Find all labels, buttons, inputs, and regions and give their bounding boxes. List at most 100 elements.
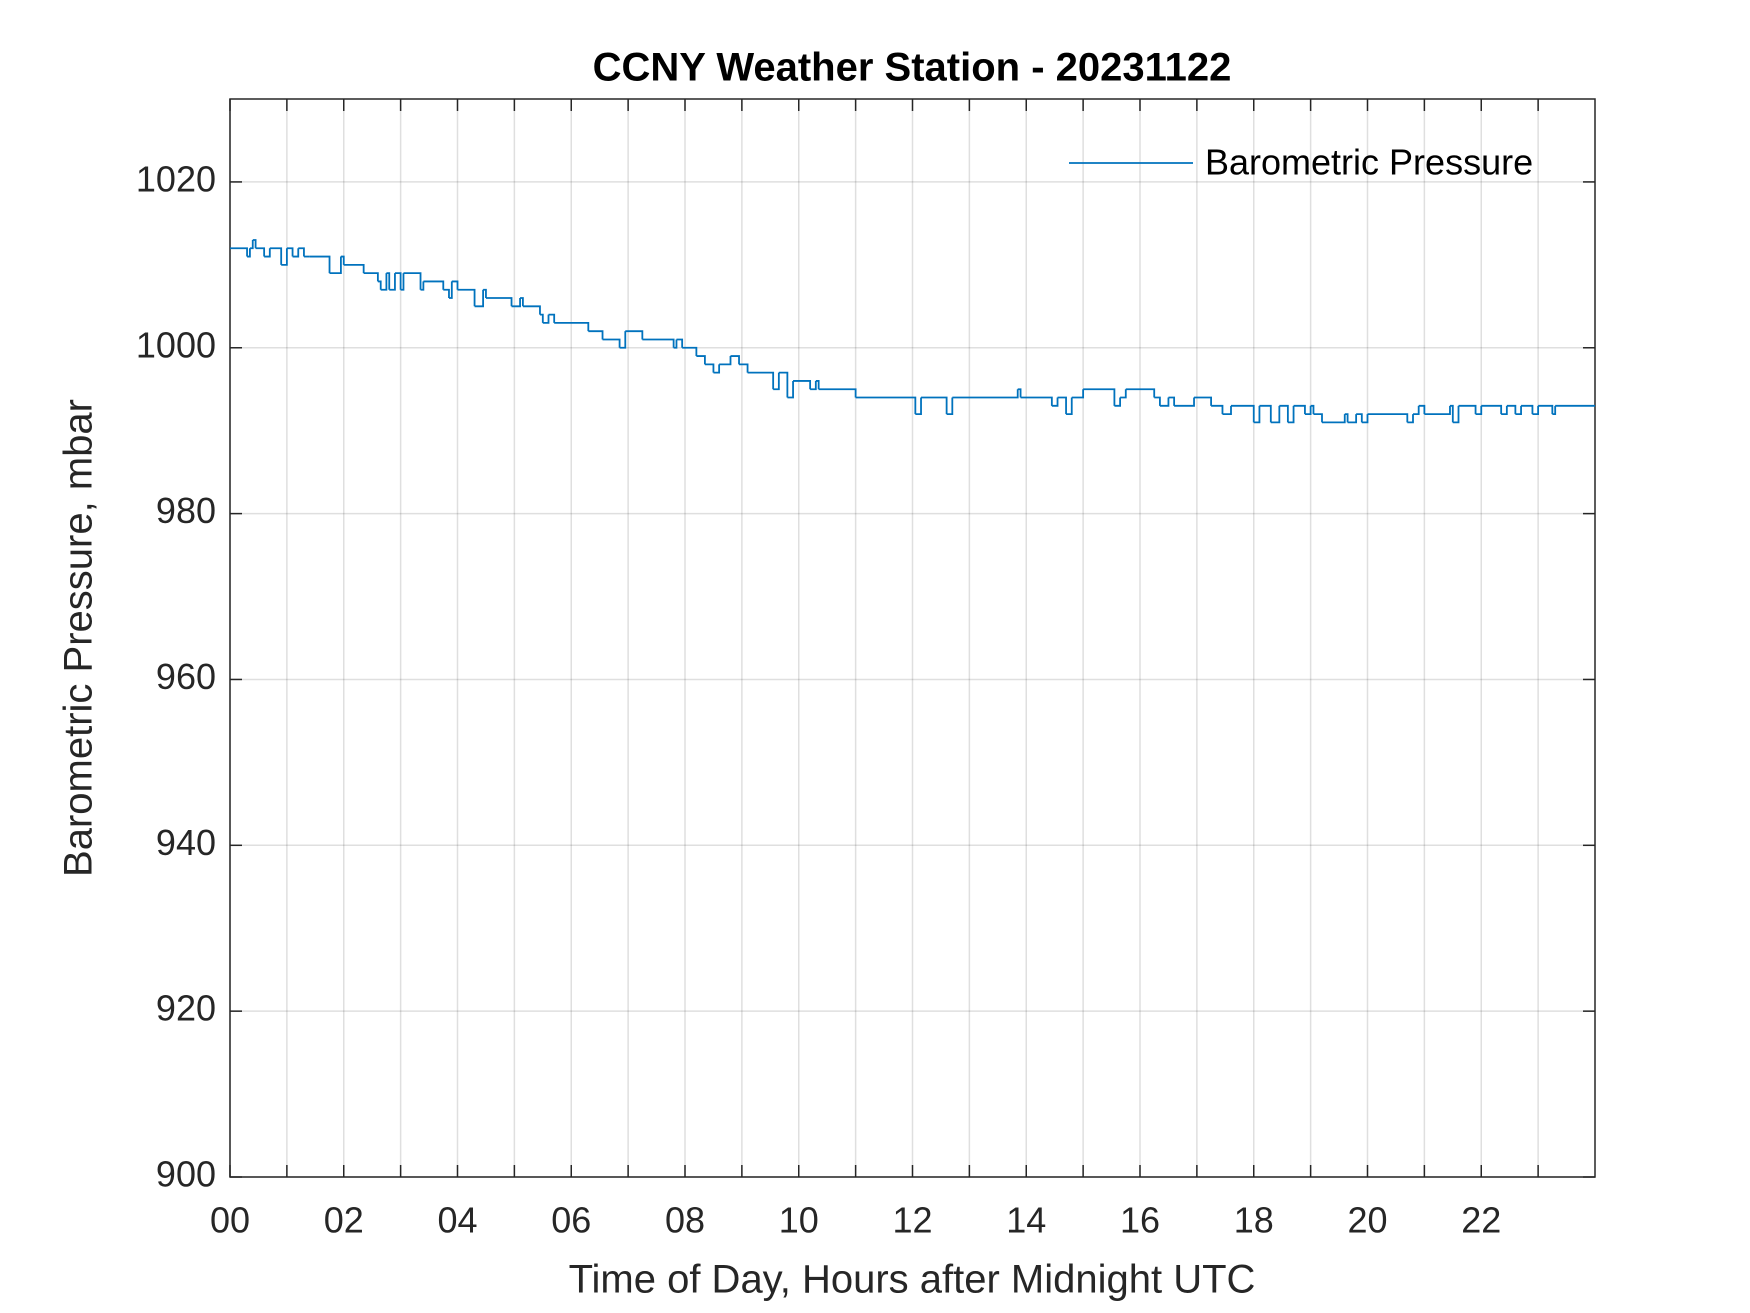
line-step xyxy=(1424,405,1451,416)
line-step xyxy=(713,364,721,374)
x-tick-label: 06 xyxy=(551,1200,591,1241)
line-step xyxy=(249,239,254,250)
line-step xyxy=(1159,397,1170,407)
line-step xyxy=(773,372,780,391)
line-step xyxy=(389,273,396,291)
chart-title: CCNY Weather Station - 20231122 xyxy=(593,46,1232,90)
line-step xyxy=(787,380,794,399)
line-step xyxy=(1344,413,1349,423)
line-step xyxy=(921,396,948,415)
line-step xyxy=(1538,404,1554,415)
line-step xyxy=(1174,397,1195,407)
line-step xyxy=(778,371,789,398)
line-step xyxy=(1120,389,1127,399)
line-step xyxy=(1020,396,1053,406)
line-step xyxy=(1458,404,1477,415)
line-step xyxy=(380,273,388,291)
line-step xyxy=(1231,404,1255,423)
line-step xyxy=(457,288,476,307)
line-step xyxy=(286,247,294,257)
line-step xyxy=(485,297,513,307)
line-step xyxy=(1407,414,1414,424)
line-step xyxy=(292,248,300,258)
line-step xyxy=(1168,396,1176,406)
line-step xyxy=(1293,404,1306,415)
line-step xyxy=(1475,405,1483,416)
y-tick-label: 920 xyxy=(156,988,216,1029)
line-step xyxy=(1083,388,1116,406)
y-tick-label: 1020 xyxy=(136,158,216,199)
x-tick-label: 20 xyxy=(1347,1200,1387,1241)
line-step xyxy=(230,247,248,257)
line-step xyxy=(1066,397,1073,416)
y-tick-label: 980 xyxy=(156,490,216,531)
line-step xyxy=(548,313,556,323)
line-step xyxy=(1279,404,1289,423)
line-step xyxy=(403,272,422,290)
line-step xyxy=(815,380,820,390)
line-step xyxy=(363,272,379,282)
line-step xyxy=(1532,405,1540,416)
line-step xyxy=(619,331,627,349)
line-step xyxy=(1313,413,1323,423)
line-step xyxy=(264,248,271,258)
line-step xyxy=(588,330,604,340)
line-step xyxy=(1452,405,1460,424)
line-step xyxy=(747,371,775,390)
line-step xyxy=(1449,404,1454,423)
line-step xyxy=(602,338,621,348)
line-step xyxy=(247,248,251,258)
line-step xyxy=(1347,414,1358,424)
line-step xyxy=(1057,396,1067,415)
line-step xyxy=(642,338,675,348)
line-step xyxy=(1051,397,1059,407)
line-step xyxy=(810,380,817,391)
y-tick-label: 940 xyxy=(156,822,216,863)
plot-frame xyxy=(229,98,1596,1178)
line-step xyxy=(1222,405,1232,416)
y-axis-label: Barometric Pressure, mbar xyxy=(57,399,101,877)
x-tick-label: 12 xyxy=(892,1200,932,1241)
line-step xyxy=(1287,405,1295,424)
line-step xyxy=(704,363,715,373)
y-tick-label: 900 xyxy=(156,1154,216,1195)
line-step xyxy=(554,321,590,332)
x-tick-label: 16 xyxy=(1120,1200,1160,1241)
line-step xyxy=(255,247,266,257)
legend-label: Barometric Pressure xyxy=(1205,142,1533,183)
x-tick-label: 02 xyxy=(324,1200,364,1241)
line-step xyxy=(793,380,812,390)
line-step xyxy=(1552,405,1557,416)
line-step xyxy=(1211,404,1224,415)
line-step xyxy=(1304,405,1312,416)
line-step xyxy=(1413,405,1420,416)
line-step xyxy=(522,305,541,315)
x-axis-label: Time of Day, Hours after Midnight UTC xyxy=(569,1258,1256,1302)
line-step xyxy=(420,281,425,291)
line-step xyxy=(386,272,391,290)
line-step xyxy=(1253,405,1261,424)
line-step xyxy=(539,313,544,323)
x-tick-label: 08 xyxy=(665,1200,705,1241)
line-step xyxy=(400,273,405,291)
line-step xyxy=(915,397,922,416)
line-step xyxy=(1515,405,1522,416)
line-step xyxy=(730,355,740,365)
line-step xyxy=(394,272,402,290)
line-step xyxy=(696,355,706,365)
line-step xyxy=(451,280,459,290)
line-step xyxy=(1418,404,1426,415)
y-tick-label: 1000 xyxy=(136,324,216,365)
line-step xyxy=(855,396,917,415)
line-step xyxy=(1154,396,1161,406)
line-step xyxy=(1356,413,1363,423)
line-step xyxy=(946,397,954,416)
line-step xyxy=(673,339,678,349)
line-step xyxy=(1322,414,1346,424)
line-step xyxy=(719,356,732,366)
line-step xyxy=(1270,405,1281,424)
line-step xyxy=(818,388,857,398)
x-tick-label: 22 xyxy=(1461,1200,1501,1241)
line-step xyxy=(309,255,331,274)
